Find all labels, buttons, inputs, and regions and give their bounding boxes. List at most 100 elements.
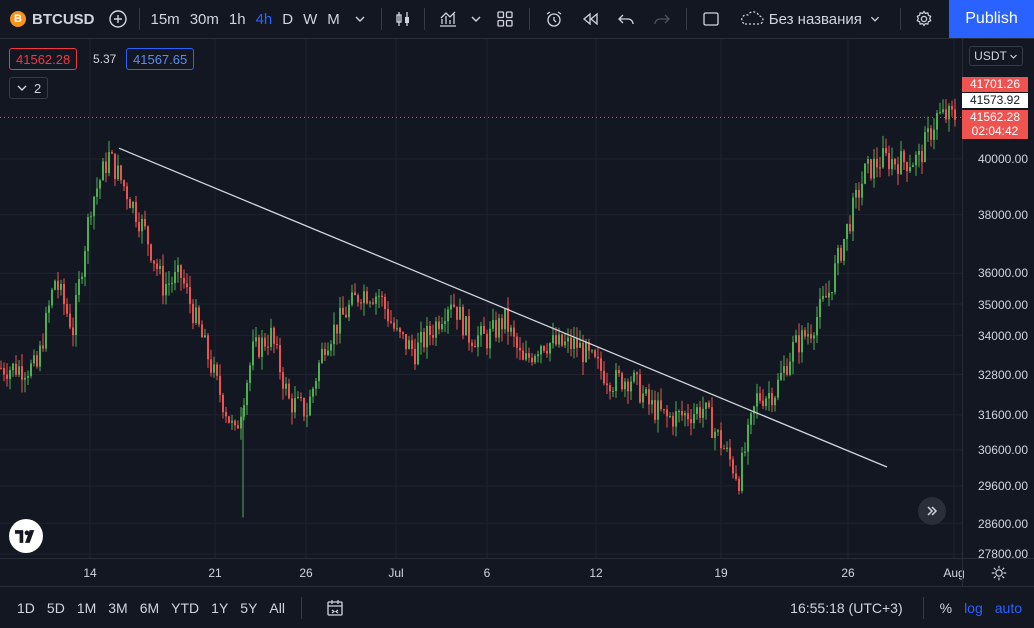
candle-body (921, 150, 923, 163)
intervals-dropdown[interactable] (345, 0, 375, 39)
candle-body (705, 402, 707, 409)
candle-body (90, 216, 92, 218)
range-ytd[interactable]: YTD (171, 599, 200, 616)
sell-price-button[interactable]: 41562.28 (9, 48, 78, 70)
alert-button[interactable] (536, 0, 572, 39)
indicators-dropdown[interactable] (465, 0, 487, 39)
candle-body (396, 328, 398, 330)
symbol-search[interactable]: B BTCUSD (0, 0, 103, 39)
time-axis[interactable]: 14 21 26 Jul 6 12 19 26 Aug (0, 558, 965, 586)
indicators-toggle[interactable]: 2 (9, 77, 49, 99)
add-symbol-button[interactable] (103, 0, 133, 39)
percent-toggle[interactable]: % (939, 600, 953, 616)
candle-body (519, 347, 521, 351)
candle-body (681, 411, 683, 416)
range-all[interactable]: All (269, 599, 285, 616)
candle-body (522, 350, 524, 360)
candle-body (174, 271, 176, 284)
interval-4h[interactable]: 4h (255, 10, 273, 28)
settings-button[interactable] (907, 0, 941, 39)
candle-body (483, 325, 485, 334)
layout-menu[interactable]: Без названия (729, 0, 894, 39)
candle-body (723, 448, 725, 450)
candle-body (549, 343, 551, 354)
candle-body (87, 217, 89, 252)
candle-body (456, 306, 458, 320)
candle-body (924, 132, 926, 163)
symbol-name: BTCUSD (32, 10, 95, 28)
candle-body (357, 295, 359, 303)
replay-button[interactable] (572, 0, 608, 39)
candle-body (615, 370, 617, 392)
candle-body (891, 159, 893, 170)
log-toggle[interactable]: log (964, 600, 983, 616)
candle-body (849, 223, 851, 232)
auto-toggle[interactable]: auto (994, 600, 1022, 616)
range-6m[interactable]: 6M (139, 599, 160, 616)
price-label: 28600.00 (977, 517, 1028, 531)
candle-body (735, 473, 737, 479)
candle-body (72, 327, 74, 336)
price-label: 34000.00 (977, 329, 1028, 343)
time-label: 6 (483, 566, 491, 580)
candle-body (24, 377, 26, 380)
candle-body (252, 341, 254, 366)
interval-d[interactable]: D (282, 10, 294, 28)
range-5d[interactable]: 5D (46, 599, 65, 616)
time-label: Jul (388, 566, 404, 580)
indicators-button[interactable] (431, 0, 465, 39)
candle-body (171, 283, 173, 285)
trendline-drawing[interactable] (118, 147, 888, 468)
range-1d[interactable]: 1D (17, 599, 35, 616)
candle-body (387, 309, 389, 322)
templates-button[interactable] (487, 0, 523, 39)
candle-body (693, 413, 695, 424)
candle-body (879, 167, 881, 169)
candle-body (606, 383, 608, 386)
candle-body (186, 283, 188, 288)
interval-15m[interactable]: 15m (150, 10, 180, 28)
currency-selector[interactable]: USDT (969, 46, 1023, 66)
axis-settings-button[interactable] (962, 558, 1034, 586)
candle-body (765, 398, 767, 407)
candle-body (630, 381, 632, 392)
scroll-to-realtime-button[interactable] (918, 497, 946, 525)
candle-body (345, 314, 347, 318)
interval-1h[interactable]: 1h (228, 10, 246, 28)
fullscreen-button[interactable] (693, 0, 729, 39)
candle-body (777, 379, 779, 398)
chart-pane[interactable] (0, 39, 962, 558)
undo-button[interactable] (608, 0, 644, 39)
publish-button[interactable]: Publish (949, 0, 1034, 38)
candle-body (828, 292, 830, 298)
clock-timezone[interactable]: 16:55:18 (UTC+3) (790, 600, 903, 616)
candle-body (201, 324, 203, 338)
range-3m[interactable]: 3M (108, 599, 128, 616)
date-range-button[interactable] (320, 587, 350, 628)
price-chart (0, 39, 962, 558)
indicators-count: 2 (34, 80, 42, 96)
candle-body (75, 294, 77, 336)
candle-body (390, 321, 392, 323)
candle-body (738, 478, 740, 491)
candle-body (633, 372, 635, 382)
interval-m[interactable]: M (327, 10, 340, 28)
price-label: 29600.00 (977, 479, 1028, 493)
chevron-down-icon (17, 85, 27, 91)
candle-body (264, 337, 266, 347)
candle-body (189, 287, 191, 304)
candle-body (402, 332, 404, 335)
interval-30m[interactable]: 30m (189, 10, 219, 28)
redo-button[interactable] (644, 0, 680, 39)
range-5y[interactable]: 5Y (240, 599, 258, 616)
interval-w[interactable]: W (303, 10, 318, 28)
candle-body (51, 289, 53, 306)
tradingview-logo[interactable] (9, 519, 43, 553)
range-1y[interactable]: 1Y (211, 599, 229, 616)
range-1m[interactable]: 1M (76, 599, 97, 616)
candle-body (858, 189, 860, 198)
candle-body (567, 337, 569, 342)
candle-body (687, 413, 689, 420)
buy-price-button[interactable]: 41567.65 (126, 48, 195, 70)
chart-type-button[interactable] (388, 0, 418, 39)
